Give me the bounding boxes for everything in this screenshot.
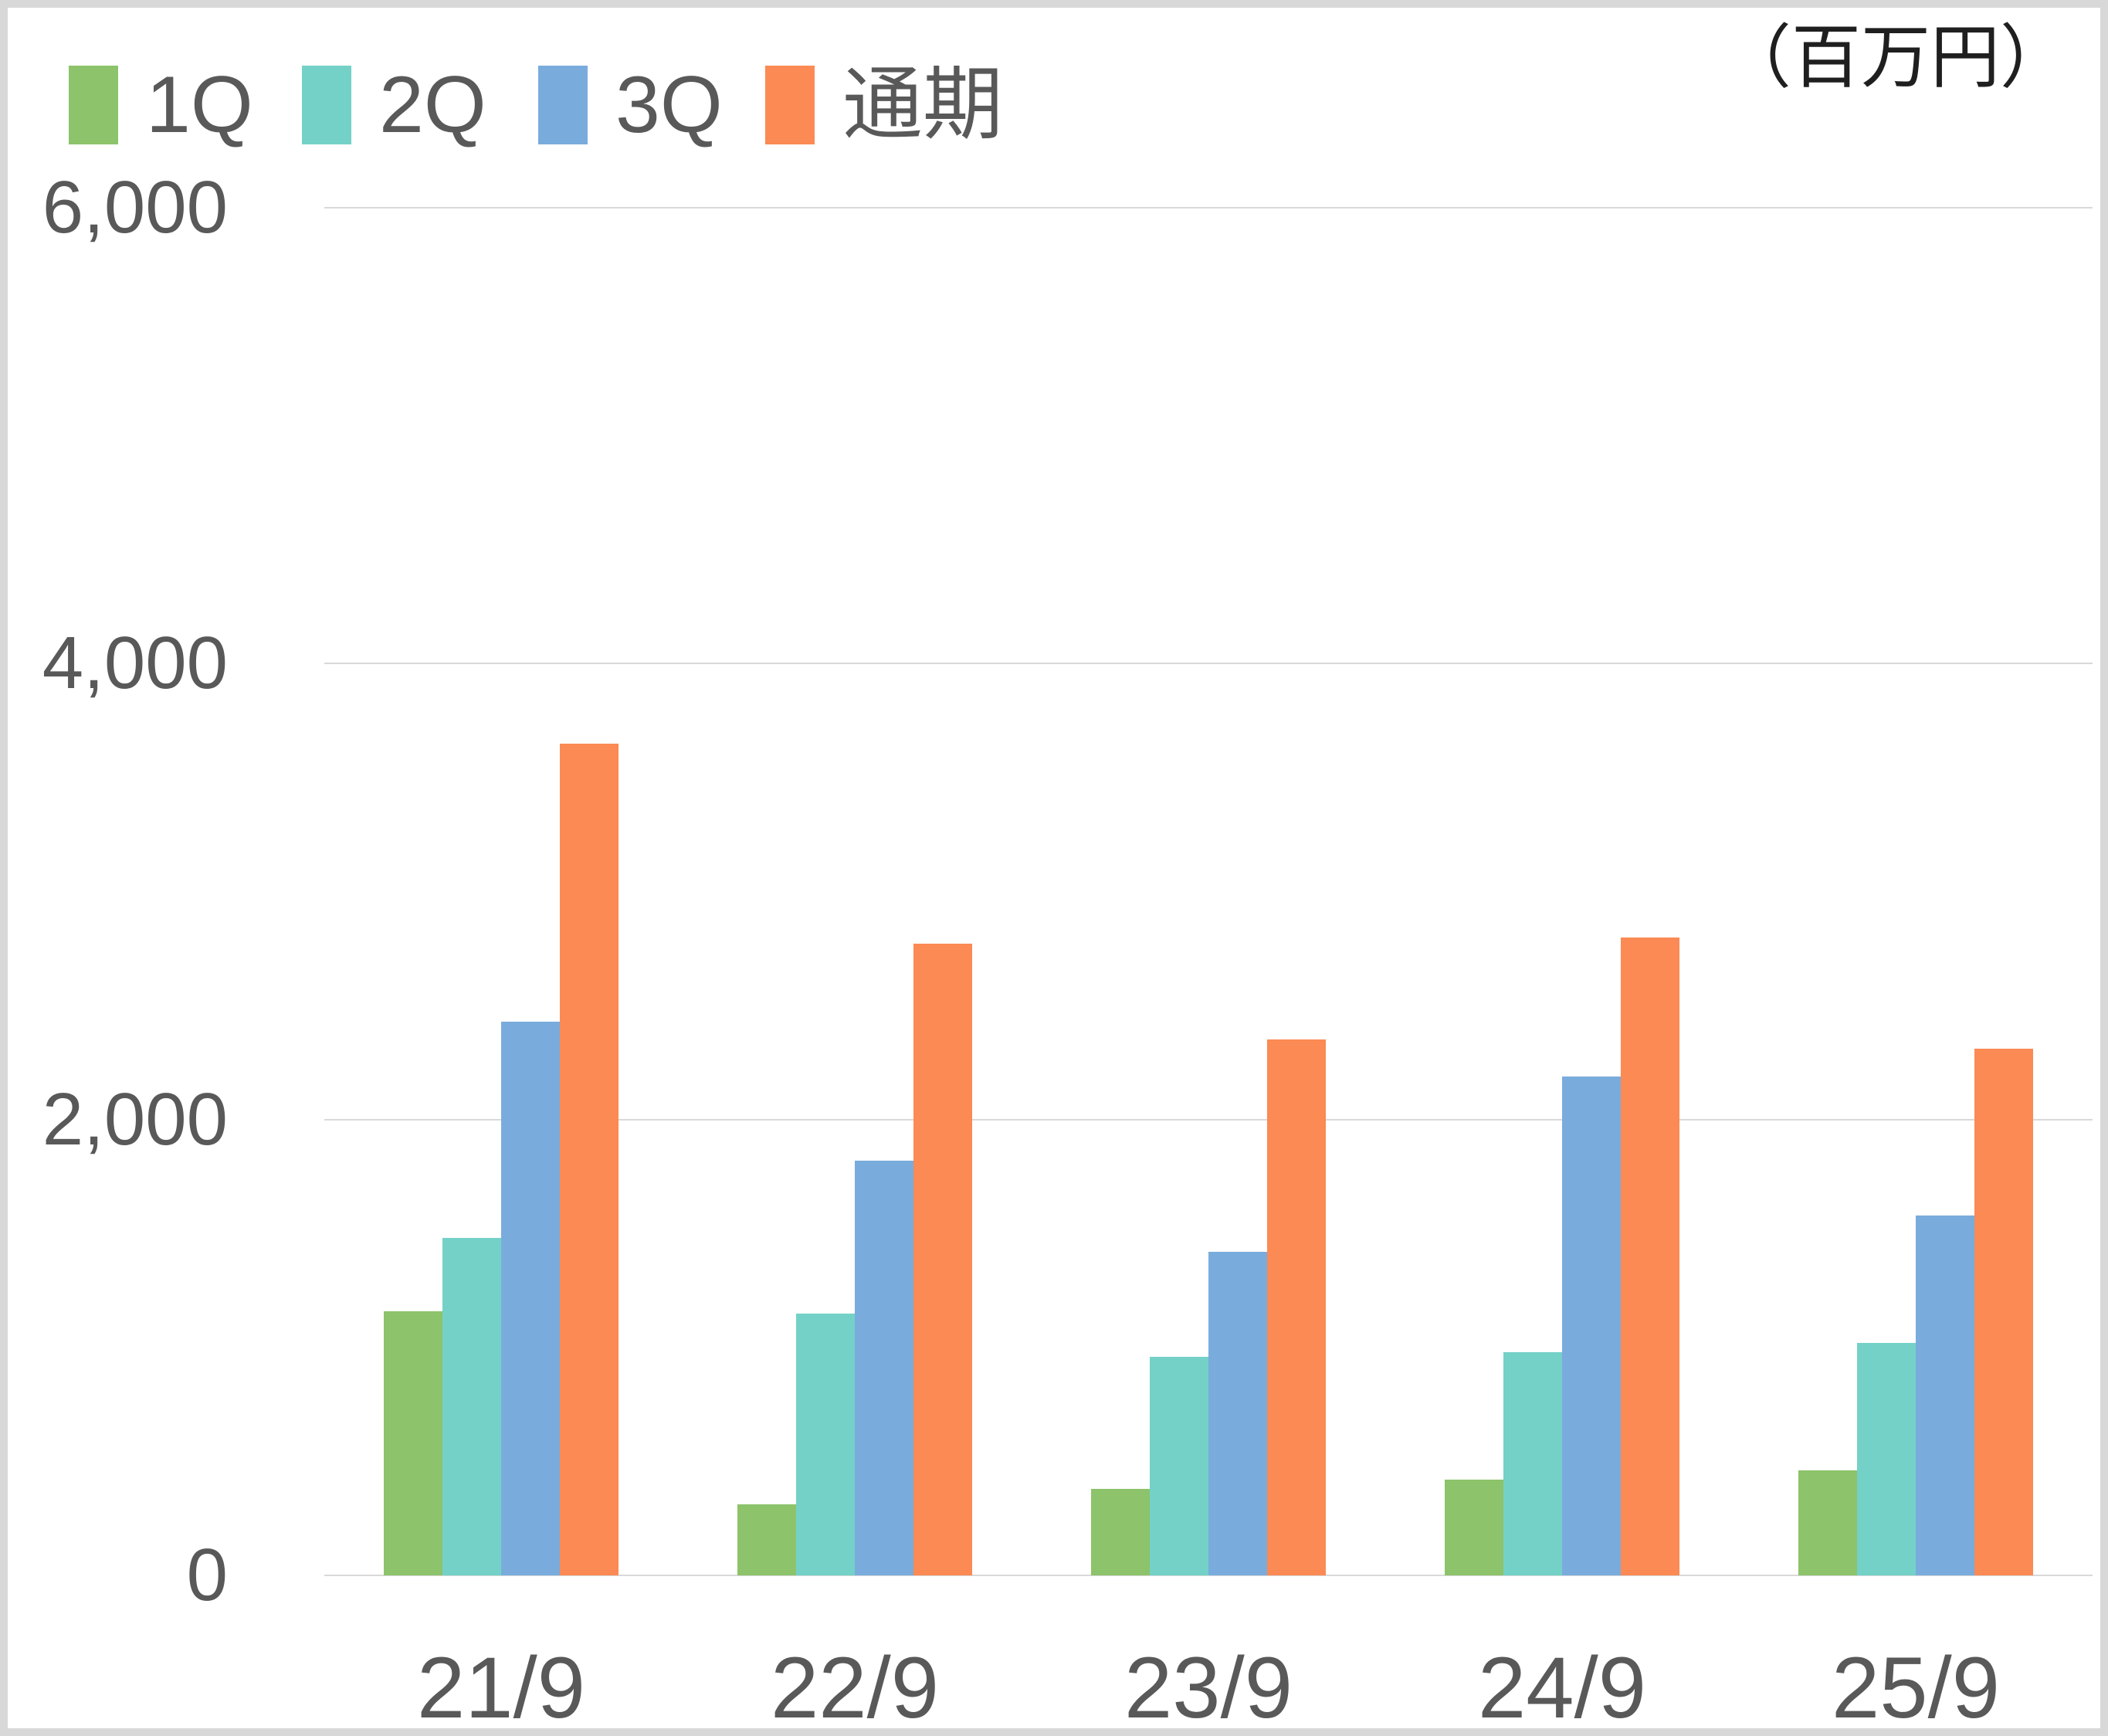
gridline (324, 1575, 2093, 1576)
legend-label: 通期 (842, 60, 1004, 150)
gridline (324, 663, 2093, 665)
bar-3Q-21/9 (501, 1021, 560, 1575)
bar-2Q-21/9 (442, 1238, 501, 1575)
bar-通期-22/9 (913, 944, 972, 1575)
legend-swatch-icon (765, 66, 815, 144)
bar-2Q-25/9 (1857, 1342, 1916, 1575)
plot-area: 0 2,000 4,000 6,000 21/9 22/9 23/9 24/9 25/9 (8, 8, 2100, 1728)
bar-通期-23/9 (1267, 1039, 1326, 1575)
bar-1Q-21/9 (384, 1310, 442, 1575)
y-tick-label: 0 (186, 1534, 228, 1616)
gridline (324, 1118, 2093, 1121)
bar-通期-25/9 (1974, 1049, 2033, 1575)
bar-2Q-24/9 (1503, 1351, 1562, 1575)
legend-item-通期: 通期 (765, 65, 1003, 145)
legend-swatch-icon (302, 66, 351, 144)
legend-label: 2Q (379, 60, 486, 150)
x-tick-label: 25/9 (1832, 1639, 2000, 1736)
gridline (324, 207, 2093, 209)
bar-1Q-24/9 (1445, 1480, 1503, 1575)
unit-label: （百万円） (1722, 19, 2069, 97)
legend-item-2Q: 2Q (302, 65, 486, 145)
legend: 1Q 2Q 3Q 通期 (8, 8, 2100, 185)
x-tick-label: 23/9 (1124, 1639, 1293, 1736)
bar-2Q-22/9 (796, 1313, 855, 1575)
bar-1Q-25/9 (1798, 1470, 1857, 1575)
bar-通期-21/9 (560, 743, 619, 1575)
bar-通期-24/9 (1621, 937, 1679, 1575)
bar-3Q-23/9 (1208, 1251, 1267, 1575)
legend-swatch-icon (69, 66, 118, 144)
bar-3Q-25/9 (1916, 1215, 1974, 1575)
bar-1Q-23/9 (1091, 1488, 1150, 1575)
bar-1Q-22/9 (737, 1504, 796, 1575)
y-tick-label: 2,000 (42, 1077, 228, 1161)
legend-swatch-icon (538, 66, 588, 144)
legend-item-1Q: 1Q (69, 65, 253, 145)
legend-label: 3Q (615, 60, 723, 150)
bar-3Q-22/9 (855, 1160, 913, 1575)
legend-label: 1Q (146, 60, 253, 150)
legend-item-3Q: 3Q (538, 65, 723, 145)
bar-2Q-23/9 (1150, 1356, 1208, 1575)
y-tick-label: 4,000 (42, 622, 228, 705)
x-tick-label: 21/9 (417, 1639, 585, 1736)
y-tick-label: 6,000 (42, 166, 228, 249)
bar-3Q-24/9 (1562, 1076, 1621, 1575)
x-tick-label: 24/9 (1478, 1639, 1646, 1736)
x-tick-label: 22/9 (771, 1639, 939, 1736)
